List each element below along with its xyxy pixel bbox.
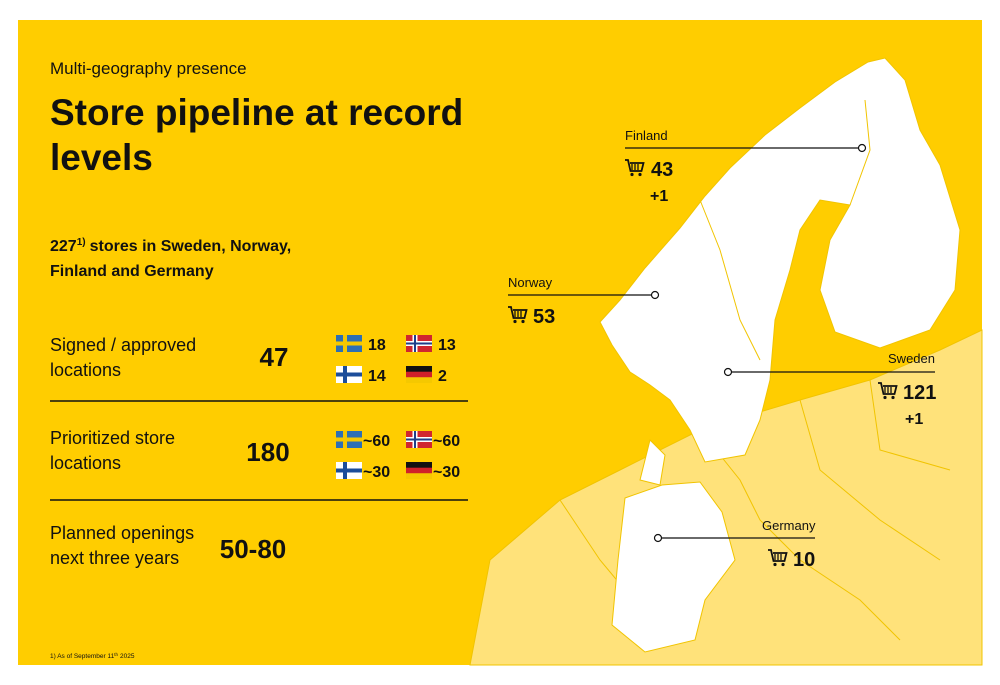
marker: [723, 367, 733, 377]
footnote-mark: 1): [77, 237, 86, 248]
country-label: Germany: [762, 518, 816, 533]
row-value: 50-80: [220, 534, 287, 564]
flag-value: 18: [368, 337, 386, 354]
row-label: Prioritized store: [50, 428, 175, 448]
flag-finland: [336, 462, 362, 479]
store-count: 227: [50, 238, 77, 255]
country-label: Sweden: [888, 351, 935, 366]
store-count: 53: [533, 306, 555, 328]
country-label: Finland: [625, 128, 668, 143]
flag-value: 13: [438, 337, 456, 354]
store-count: 10: [793, 549, 815, 571]
store-count: 43: [651, 159, 673, 181]
flag-value: ~30: [433, 464, 460, 481]
flag-value: 14: [368, 368, 386, 385]
flag-value: ~60: [363, 433, 390, 450]
flag-norway: [406, 431, 432, 448]
flag-value: ~30: [363, 464, 390, 481]
flag-sweden: [336, 335, 362, 352]
flag-germany: [406, 462, 432, 479]
row-value: 180: [246, 437, 289, 467]
marker: [650, 290, 660, 300]
subtitle: Multi-geography presence: [50, 59, 247, 78]
flag-value: 2: [438, 368, 447, 385]
summary-text: stores in Sweden, Norway,: [90, 238, 292, 255]
nordics: [599, 57, 961, 463]
row-label: Planned openings: [50, 523, 194, 543]
footnote: 1) As of September 11th 2025: [50, 652, 135, 660]
title: Store pipeline at record: [50, 92, 463, 133]
row-value: 47: [260, 342, 289, 372]
footnote-text: 2025: [120, 653, 135, 660]
nordic-borders: [699, 99, 871, 361]
map: [469, 57, 983, 666]
footnote-text: 1) As of September 11: [50, 653, 115, 660]
flag-germany: [406, 366, 432, 383]
store-change: +1: [905, 411, 923, 428]
footnote-sup: th: [114, 652, 118, 657]
row-label: next three years: [50, 548, 179, 568]
summary: 2271) stores in Sweden, Norway,: [50, 237, 291, 255]
flag-finland: [336, 366, 362, 383]
borders: [559, 379, 951, 641]
title: levels: [50, 137, 153, 178]
store-change: +1: [650, 188, 668, 205]
marker: [857, 143, 867, 153]
summary-text: Finland and Germany: [50, 263, 214, 280]
row-label: locations: [50, 453, 121, 473]
flag-sweden: [336, 431, 362, 448]
marker: [653, 533, 663, 543]
country-label: Norway: [508, 275, 553, 290]
store-count: 121: [903, 382, 936, 404]
flag-value: ~60: [433, 433, 460, 450]
germany: [611, 481, 736, 653]
row-label: locations: [50, 360, 121, 380]
row-label: Signed / approved: [50, 335, 196, 355]
denmark: [639, 439, 666, 486]
flag-norway: [406, 335, 432, 352]
